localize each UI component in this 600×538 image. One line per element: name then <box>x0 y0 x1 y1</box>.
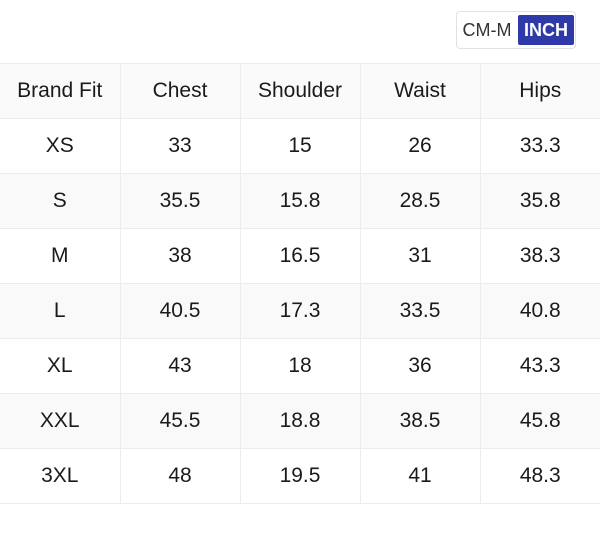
chest-cell: 43 <box>120 338 241 394</box>
header-shoulder: Shoulder <box>240 63 361 119</box>
size-cell: M <box>0 228 121 284</box>
size-cell: XL <box>0 338 121 394</box>
hips-cell: 38.3 <box>480 228 600 284</box>
chest-cell: 40.5 <box>120 283 241 339</box>
header-waist: Waist <box>360 63 481 119</box>
header-chest: Chest <box>120 63 241 119</box>
size-cell: L <box>0 283 121 339</box>
table-row: L 40.5 17.3 33.5 40.8 <box>0 283 600 339</box>
table-row: S 35.5 15.8 28.5 35.8 <box>0 173 600 229</box>
hips-cell: 45.8 <box>480 393 600 449</box>
waist-cell: 31 <box>360 228 481 284</box>
waist-cell: 28.5 <box>360 173 481 229</box>
shoulder-cell: 18.8 <box>240 393 361 449</box>
size-cell: XXL <box>0 393 121 449</box>
unit-option-cm[interactable]: CM-M <box>462 19 512 40</box>
chest-cell: 45.5 <box>120 393 241 449</box>
shoulder-cell: 19.5 <box>240 448 361 504</box>
shoulder-cell: 17.3 <box>240 283 361 339</box>
waist-cell: 26 <box>360 118 481 174</box>
table-row: M 38 16.5 31 38.3 <box>0 228 600 284</box>
chest-cell: 48 <box>120 448 241 504</box>
table-row: XS 33 15 26 33.3 <box>0 118 600 174</box>
size-cell: XS <box>0 118 121 174</box>
chest-cell: 35.5 <box>120 173 241 229</box>
hips-cell: 43.3 <box>480 338 600 394</box>
chest-cell: 33 <box>120 118 241 174</box>
chest-cell: 38 <box>120 228 241 284</box>
unit-toggle: CM-M INCH <box>456 11 576 49</box>
table-row: XXL 45.5 18.8 38.5 45.8 <box>0 393 600 449</box>
table-header-row: Brand Fit Chest Shoulder Waist Hips <box>0 63 600 119</box>
waist-cell: 41 <box>360 448 481 504</box>
unit-option-inch[interactable]: INCH <box>518 15 574 45</box>
hips-cell: 33.3 <box>480 118 600 174</box>
waist-cell: 33.5 <box>360 283 481 339</box>
size-chart-table: Brand Fit Chest Shoulder Waist Hips XS 3… <box>0 63 600 504</box>
shoulder-cell: 15 <box>240 118 361 174</box>
shoulder-cell: 18 <box>240 338 361 394</box>
size-cell: S <box>0 173 121 229</box>
shoulder-cell: 16.5 <box>240 228 361 284</box>
waist-cell: 36 <box>360 338 481 394</box>
hips-cell: 48.3 <box>480 448 600 504</box>
hips-cell: 35.8 <box>480 173 600 229</box>
size-cell: 3XL <box>0 448 121 504</box>
table-row: 3XL 48 19.5 41 48.3 <box>0 448 600 504</box>
table-row: XL 43 18 36 43.3 <box>0 338 600 394</box>
shoulder-cell: 15.8 <box>240 173 361 229</box>
header-brand-fit: Brand Fit <box>0 63 121 119</box>
hips-cell: 40.8 <box>480 283 600 339</box>
header-hips: Hips <box>480 63 600 119</box>
waist-cell: 38.5 <box>360 393 481 449</box>
